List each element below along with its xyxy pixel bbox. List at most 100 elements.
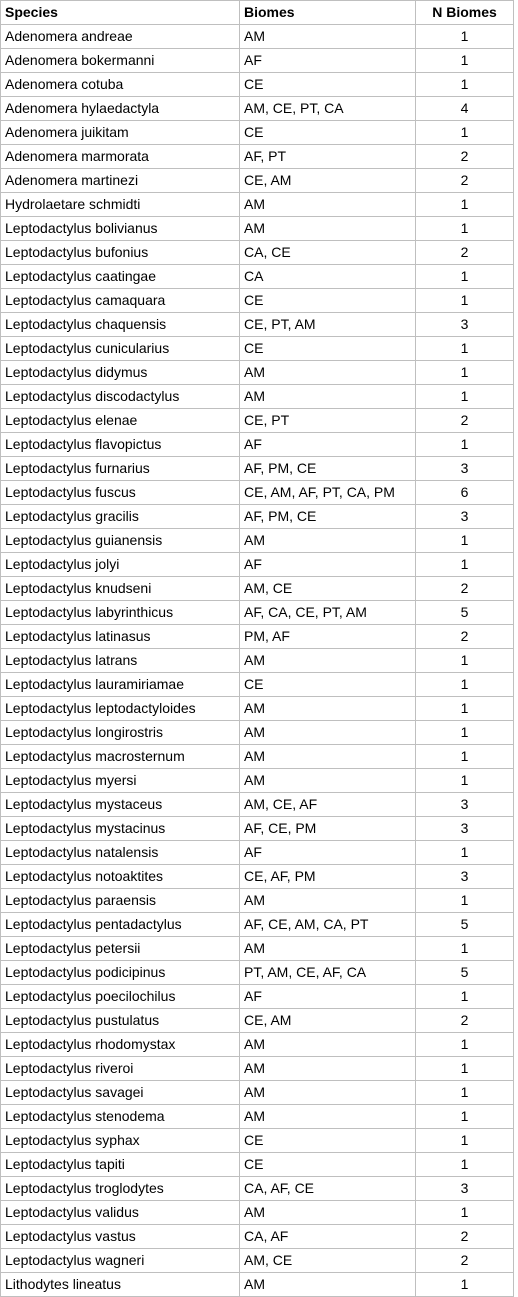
biomes-cell[interactable]: AM [239,936,416,961]
species-cell[interactable]: Leptodactylus caatingae [0,264,240,289]
species-cell[interactable]: Leptodactylus syphax [0,1128,240,1153]
biomes-cell[interactable]: AM [239,360,416,385]
biomes-cell[interactable]: CA, CE [239,240,416,265]
biomes-cell[interactable]: AM [239,648,416,673]
n-biomes-cell[interactable]: 1 [415,1032,514,1057]
biomes-cell[interactable]: AM, CE [239,1248,416,1273]
biomes-cell[interactable]: PM, AF [239,624,416,649]
species-cell[interactable]: Leptodactylus guianensis [0,528,240,553]
biomes-cell[interactable]: AM [239,696,416,721]
n-biomes-cell[interactable]: 6 [415,480,514,505]
n-biomes-cell[interactable]: 1 [415,720,514,745]
species-cell[interactable]: Leptodactylus wagneri [0,1248,240,1273]
species-cell[interactable]: Adenomera juikitam [0,120,240,145]
species-cell[interactable]: Adenomera bokermanni [0,48,240,73]
n-biomes-cell[interactable]: 1 [415,1080,514,1105]
species-cell[interactable]: Leptodactylus jolyi [0,552,240,577]
species-cell[interactable]: Leptodactylus lauramiriamae [0,672,240,697]
species-cell[interactable]: Leptodactylus longirostris [0,720,240,745]
biomes-cell[interactable]: CE, AM [239,168,416,193]
biomes-cell[interactable]: AF, CE, AM, CA, PT [239,912,416,937]
species-cell[interactable]: Leptodactylus pentadactylus [0,912,240,937]
biomes-cell[interactable]: CE [239,672,416,697]
n-biomes-cell[interactable]: 1 [415,24,514,49]
n-biomes-cell[interactable]: 2 [415,1224,514,1249]
species-cell[interactable]: Leptodactylus knudseni [0,576,240,601]
biomes-cell[interactable]: CE [239,288,416,313]
header-species[interactable]: Species [0,0,240,25]
biomes-cell[interactable]: PT, AM, CE, AF, CA [239,960,416,985]
species-cell[interactable]: Leptodactylus latinasus [0,624,240,649]
species-cell[interactable]: Leptodactylus troglodytes [0,1176,240,1201]
n-biomes-cell[interactable]: 1 [415,336,514,361]
n-biomes-cell[interactable]: 1 [415,1200,514,1225]
species-cell[interactable]: Leptodactylus petersii [0,936,240,961]
biomes-cell[interactable]: AF, CA, CE, PT, AM [239,600,416,625]
n-biomes-cell[interactable]: 1 [415,288,514,313]
species-cell[interactable]: Leptodactylus savagei [0,1080,240,1105]
species-cell[interactable]: Hydrolaetare schmidti [0,192,240,217]
n-biomes-cell[interactable]: 1 [415,936,514,961]
biomes-cell[interactable]: CE, PT [239,408,416,433]
species-cell[interactable]: Leptodactylus mystaceus [0,792,240,817]
n-biomes-cell[interactable]: 1 [415,888,514,913]
biomes-cell[interactable]: AM, CE, AF [239,792,416,817]
biomes-cell[interactable]: CE [239,1128,416,1153]
species-cell[interactable]: Leptodactylus didymus [0,360,240,385]
biomes-cell[interactable]: CE, AF, PM [239,864,416,889]
n-biomes-cell[interactable]: 3 [415,864,514,889]
biomes-cell[interactable]: AM [239,192,416,217]
biomes-cell[interactable]: AM [239,1200,416,1225]
species-cell[interactable]: Leptodactylus elenae [0,408,240,433]
n-biomes-cell[interactable]: 2 [415,240,514,265]
n-biomes-cell[interactable]: 2 [415,168,514,193]
n-biomes-cell[interactable]: 1 [415,648,514,673]
species-cell[interactable]: Leptodactylus stenodema [0,1104,240,1129]
biomes-cell[interactable]: AM [239,720,416,745]
n-biomes-cell[interactable]: 2 [415,624,514,649]
biomes-cell[interactable]: AM [239,744,416,769]
n-biomes-cell[interactable]: 1 [415,528,514,553]
species-cell[interactable]: Leptodactylus riveroi [0,1056,240,1081]
biomes-cell[interactable]: AF [239,840,416,865]
biomes-cell[interactable]: AM [239,1056,416,1081]
species-cell[interactable]: Leptodactylus mystacinus [0,816,240,841]
n-biomes-cell[interactable]: 3 [415,456,514,481]
n-biomes-cell[interactable]: 2 [415,408,514,433]
biomes-cell[interactable]: AM [239,384,416,409]
biomes-cell[interactable]: CE, AM [239,1008,416,1033]
species-cell[interactable]: Leptodactylus rhodomystax [0,1032,240,1057]
biomes-cell[interactable]: CA, AF, CE [239,1176,416,1201]
n-biomes-cell[interactable]: 2 [415,1248,514,1273]
species-cell[interactable]: Adenomera hylaedactyla [0,96,240,121]
n-biomes-cell[interactable]: 5 [415,600,514,625]
biomes-cell[interactable]: AM [239,1104,416,1129]
n-biomes-cell[interactable]: 1 [415,1104,514,1129]
n-biomes-cell[interactable]: 1 [415,1152,514,1177]
species-cell[interactable]: Leptodactylus bolivianus [0,216,240,241]
biomes-cell[interactable]: AM [239,1080,416,1105]
biomes-cell[interactable]: AM [239,1032,416,1057]
n-biomes-cell[interactable]: 1 [415,840,514,865]
species-cell[interactable]: Leptodactylus latrans [0,648,240,673]
n-biomes-cell[interactable]: 2 [415,1008,514,1033]
species-cell[interactable]: Leptodactylus leptodactyloides [0,696,240,721]
species-cell[interactable]: Leptodactylus discodactylus [0,384,240,409]
n-biomes-cell[interactable]: 3 [415,504,514,529]
n-biomes-cell[interactable]: 4 [415,96,514,121]
n-biomes-cell[interactable]: 1 [415,696,514,721]
n-biomes-cell[interactable]: 1 [415,1128,514,1153]
n-biomes-cell[interactable]: 1 [415,552,514,577]
n-biomes-cell[interactable]: 2 [415,144,514,169]
n-biomes-cell[interactable]: 3 [415,1176,514,1201]
biomes-cell[interactable]: CE, PT, AM [239,312,416,337]
n-biomes-cell[interactable]: 1 [415,216,514,241]
species-cell[interactable]: Leptodactylus pustulatus [0,1008,240,1033]
n-biomes-cell[interactable]: 3 [415,312,514,337]
n-biomes-cell[interactable]: 2 [415,576,514,601]
biomes-cell[interactable]: AF, PM, CE [239,456,416,481]
biomes-cell[interactable]: AM [239,768,416,793]
biomes-cell[interactable]: AF [239,552,416,577]
n-biomes-cell[interactable]: 1 [415,192,514,217]
n-biomes-cell[interactable]: 1 [415,264,514,289]
